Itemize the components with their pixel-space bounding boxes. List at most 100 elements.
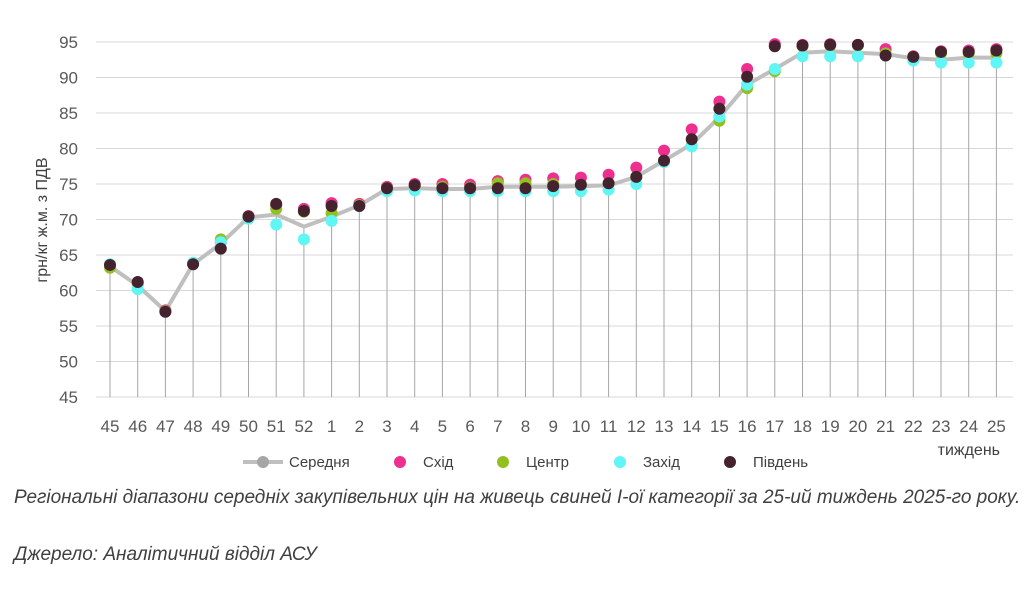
- x-tick-label: 4: [410, 417, 419, 436]
- data-point-Захід: [796, 50, 809, 63]
- data-point-Південь: [990, 44, 1003, 57]
- x-axis-title: тиждень: [938, 442, 1000, 459]
- legend-label: Центр: [526, 454, 569, 471]
- data-point-Південь: [713, 102, 726, 115]
- gridlines: [96, 41, 1013, 398]
- x-tick-labels: 45 46 47 48 49 50 51 52 1 2 3 4 5 6 7 8 9 10 11 12 13 14 15 16 1…: [101, 417, 1006, 436]
- data-point-Південь: [935, 45, 947, 58]
- y-tick-label: 60: [59, 282, 78, 301]
- data-point-Захід: [297, 233, 310, 246]
- x-tick-label: 1: [327, 417, 336, 436]
- data-point-Південь: [547, 180, 560, 193]
- data-point-Південь: [325, 200, 338, 213]
- data-point-Південь: [381, 182, 393, 195]
- x-tick-label: 15: [710, 417, 729, 436]
- data-point-Південь: [464, 182, 477, 195]
- chart-caption: Регіональні діапазони середніх закупівел…: [14, 487, 1021, 508]
- x-tick-label: 46: [128, 417, 147, 436]
- data-point-Схід: [630, 161, 643, 174]
- x-tick-label: 51: [267, 417, 286, 436]
- data-point-Південь: [574, 178, 587, 191]
- data-point-Південь: [436, 182, 449, 195]
- legend-marker-Захід: [614, 456, 626, 468]
- data-point-Південь: [159, 305, 172, 318]
- data-point-Південь: [879, 49, 892, 62]
- data-point-Південь: [630, 170, 643, 183]
- x-tick-label: 20: [848, 417, 867, 436]
- x-tick-label: 11: [600, 417, 618, 436]
- data-point-Схід: [685, 123, 698, 136]
- data-point-Південь: [962, 45, 975, 58]
- x-tick-label: 10: [571, 417, 590, 436]
- series-layer: [104, 38, 1003, 318]
- data-point-Південь: [519, 182, 532, 195]
- chart-source: Джерело: Аналітичний відділ АСУ: [14, 544, 317, 565]
- x-tick-label: 49: [211, 417, 230, 436]
- y-tick-label: 75: [59, 175, 78, 194]
- data-point-Захід: [270, 218, 283, 231]
- x-tick-label: 52: [294, 417, 313, 436]
- y-tick-label: 80: [59, 140, 78, 159]
- data-point-Захід: [935, 56, 947, 69]
- data-point-Південь: [824, 38, 837, 51]
- x-tick-label: 9: [548, 417, 557, 436]
- y-tick-label: 45: [59, 388, 78, 407]
- data-point-Південь: [104, 258, 116, 271]
- y-tick-label: 65: [59, 246, 78, 265]
- x-tick-label: 16: [738, 417, 757, 436]
- x-tick-label: 22: [904, 417, 923, 436]
- x-tick-label: 2: [355, 417, 364, 436]
- legend-marker-Середня: [257, 456, 269, 468]
- data-point-Південь: [242, 210, 255, 223]
- y-tick-label: 55: [59, 317, 78, 336]
- data-point-Південь: [131, 275, 144, 288]
- x-tick-label: 23: [932, 417, 951, 436]
- x-tick-label: 19: [821, 417, 840, 436]
- y-tick-label: 85: [59, 104, 78, 123]
- data-point-Південь: [685, 133, 698, 146]
- legend-label: Захід: [643, 454, 680, 471]
- y-tick-label: 70: [59, 211, 78, 230]
- x-tick-label: 21: [876, 417, 895, 436]
- data-point-Південь: [768, 40, 781, 53]
- data-point-Захід: [962, 56, 975, 69]
- x-tick-label: 25: [987, 417, 1006, 436]
- legend-label: Середня: [289, 454, 350, 471]
- data-point-Захід: [824, 50, 837, 63]
- data-point-Захід: [990, 56, 1003, 69]
- legend-label: Схід: [423, 454, 454, 471]
- y-tick-label: 95: [59, 33, 78, 52]
- x-tick-label: 12: [627, 417, 646, 436]
- y-tick-label: 50: [59, 353, 78, 372]
- data-point-Захід: [851, 50, 864, 63]
- data-point-Південь: [851, 38, 864, 51]
- data-point-Південь: [741, 70, 754, 83]
- data-point-Південь: [270, 197, 283, 210]
- data-point-Схід: [658, 144, 670, 157]
- x-tick-label: 6: [465, 417, 474, 436]
- y-tick-label: 90: [59, 69, 78, 88]
- data-point-Південь: [187, 258, 200, 271]
- x-tick-label: 48: [184, 417, 203, 436]
- data-point-Південь: [907, 50, 920, 63]
- data-point-Захід: [768, 62, 781, 75]
- x-tick-label: 47: [156, 417, 175, 436]
- data-point-Захід: [325, 214, 338, 227]
- x-tick-label: 50: [239, 417, 258, 436]
- data-point-Південь: [214, 242, 227, 255]
- data-point-Південь: [297, 204, 310, 217]
- data-point-Південь: [602, 177, 615, 190]
- legend-label: Південь: [753, 454, 808, 471]
- x-tick-label: 24: [959, 417, 978, 436]
- data-point-Схід: [602, 168, 615, 181]
- y-axis-title: грн/кг ж.м. з ПДВ: [34, 157, 51, 282]
- x-tick-label: 8: [521, 417, 530, 436]
- data-point-Південь: [491, 182, 504, 195]
- x-tick-label: 18: [793, 417, 812, 436]
- y-tick-labels: 45 50 55 60 65 70 75 80 85 90 95: [59, 33, 78, 407]
- data-point-Південь: [353, 200, 366, 213]
- x-tick-label: 17: [765, 417, 784, 436]
- x-tick-label: 13: [655, 417, 674, 436]
- data-point-Південь: [658, 154, 670, 167]
